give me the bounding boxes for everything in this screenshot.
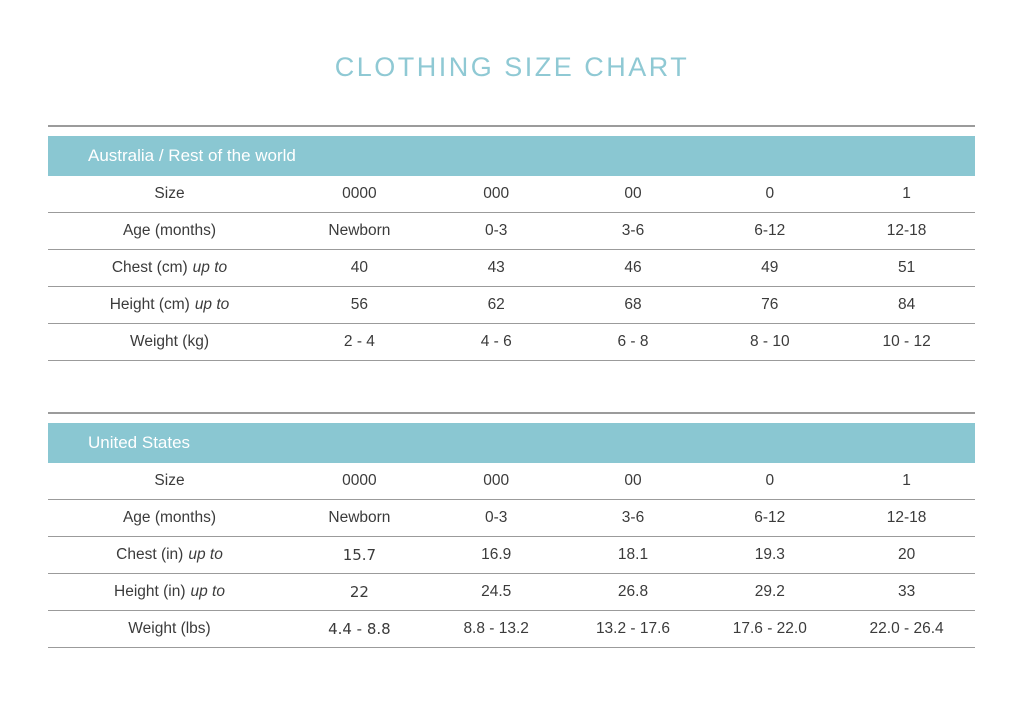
table-cell: 19.3 bbox=[701, 536, 839, 574]
row-label-text: Weight (kg) bbox=[130, 333, 209, 350]
table-cell: 13.2 - 17.6 bbox=[564, 610, 702, 648]
table-cell: 56 bbox=[291, 286, 428, 324]
table-cell: 12-18 bbox=[838, 212, 975, 250]
table-cell: 0 bbox=[701, 463, 839, 500]
table-cell: 3-6 bbox=[564, 212, 702, 250]
table-cell: 43 bbox=[427, 249, 565, 287]
table-row: Size 0000 000 00 0 1 bbox=[48, 176, 975, 213]
row-label: Height (cm) up to bbox=[48, 286, 291, 324]
table-cell: 6-12 bbox=[701, 212, 839, 250]
table-cell: 62 bbox=[427, 286, 565, 324]
row-label-text: Weight (lbs) bbox=[128, 620, 211, 637]
table-cell: 68 bbox=[564, 286, 702, 324]
row-label: Age (months) bbox=[48, 499, 291, 537]
table-cell: 3-6 bbox=[564, 499, 702, 537]
table-cell: 17.6 - 22.0 bbox=[701, 610, 839, 648]
table-cell: 10 - 12 bbox=[838, 323, 975, 361]
region-header-label: United States bbox=[88, 433, 191, 452]
table-cell: 76 bbox=[701, 286, 839, 324]
table-row: Chest (cm) up to 40 43 46 49 51 bbox=[48, 249, 975, 287]
table-cell: 00 bbox=[564, 176, 702, 213]
table-cell: Newborn bbox=[291, 212, 428, 250]
table-cell: 29.2 bbox=[701, 573, 839, 611]
table-row: Age (months) Newborn 0-3 3-6 6-12 12-18 bbox=[48, 212, 975, 250]
table-cell: 20 bbox=[838, 536, 975, 574]
region-header-label: Australia / Rest of the world bbox=[88, 146, 296, 165]
table-cell: 000 bbox=[427, 463, 565, 500]
size-table-united-states: United States Size 0000 000 00 0 1 Age (months… bbox=[48, 412, 975, 648]
size-table-australia: Australia / Rest of the world Size 0000 00… bbox=[48, 125, 975, 361]
region-header-band: Australia / Rest of the world bbox=[48, 136, 975, 176]
table-cell: 84 bbox=[838, 286, 975, 324]
region-header-band: United States bbox=[48, 423, 975, 463]
table-cell: 8 - 10 bbox=[701, 323, 839, 361]
table-row: Age (months) Newborn 0-3 3-6 6-12 12-18 bbox=[48, 499, 975, 537]
table-row: Size 0000 000 00 0 1 bbox=[48, 463, 975, 500]
table-cell: 6 - 8 bbox=[564, 323, 702, 361]
table-cell: 40 bbox=[291, 249, 428, 287]
size-table: Size 0000 000 00 0 1 Age (months) Newborn 0-3 3-6… bbox=[48, 176, 975, 361]
table-cell: 0 bbox=[701, 176, 839, 213]
table-cell: 4.4 - 8.8 bbox=[291, 610, 428, 648]
table-cell: 49 bbox=[701, 249, 839, 287]
row-label: Weight (lbs) bbox=[48, 610, 291, 648]
table-top-rule bbox=[48, 125, 975, 127]
table-cell: 16.9 bbox=[427, 536, 565, 574]
row-label: Height (in) up to bbox=[48, 573, 291, 611]
table-cell: 24.5 bbox=[427, 573, 565, 611]
row-label-suffix: up to bbox=[190, 583, 225, 600]
page-title: CLOTHING SIZE CHART bbox=[334, 52, 690, 82]
row-label-text: Chest (cm) bbox=[111, 259, 188, 276]
table-cell: 0-3 bbox=[427, 212, 565, 250]
table-cell: 4 - 6 bbox=[427, 323, 565, 361]
row-label: Size bbox=[48, 463, 291, 500]
table-cell: 33 bbox=[838, 573, 975, 611]
row-label-text: Age (months) bbox=[122, 222, 217, 239]
row-label-suffix: up to bbox=[188, 546, 223, 563]
table-row: Height (in) up to 22 24.5 26.8 29.2 33 bbox=[48, 573, 975, 611]
table-cell: 15.7 bbox=[291, 536, 428, 574]
table-cell: 26.8 bbox=[564, 573, 702, 611]
row-label-text: Size bbox=[154, 472, 185, 489]
table-row: Height (cm) up to 56 62 68 76 84 bbox=[48, 286, 975, 324]
table-cell: 2 - 4 bbox=[291, 323, 428, 361]
table-cell: Newborn bbox=[291, 499, 428, 537]
row-label: Chest (in) up to bbox=[48, 536, 291, 574]
row-label: Chest (cm) up to bbox=[48, 249, 291, 287]
table-cell: 46 bbox=[564, 249, 702, 287]
row-label-suffix: up to bbox=[192, 259, 228, 276]
row-label-suffix: up to bbox=[194, 296, 230, 313]
table-cell: 22 bbox=[291, 573, 428, 611]
table-cell: 18.1 bbox=[564, 536, 702, 574]
row-label: Age (months) bbox=[48, 212, 291, 250]
row-label-text: Age (months) bbox=[122, 509, 217, 526]
table-cell: 000 bbox=[427, 176, 565, 213]
row-label: Size bbox=[48, 176, 291, 213]
table-cell: 0-3 bbox=[427, 499, 565, 537]
row-label: Weight (kg) bbox=[48, 323, 291, 361]
table-cell: 0000 bbox=[291, 176, 428, 213]
table-cell: 00 bbox=[564, 463, 702, 500]
row-label-text: Chest (in) bbox=[116, 546, 184, 563]
table-cell: 22.0 - 26.4 bbox=[838, 610, 975, 648]
row-label-text: Height (in) bbox=[114, 583, 186, 600]
table-cell: 6-12 bbox=[701, 499, 839, 537]
table-cell: 1 bbox=[838, 463, 975, 500]
table-row: Weight (lbs) 4.4 - 8.8 8.8 - 13.2 13.2 - 17… bbox=[48, 610, 975, 648]
row-label-text: Height (cm) bbox=[109, 296, 190, 313]
size-table: Size 0000 000 00 0 1 Age (months) Newborn 0-3 3-6… bbox=[48, 463, 975, 648]
table-cell: 0000 bbox=[291, 463, 428, 500]
table-row: Chest (in) up to 15.7 16.9 18.1 19.3 20 bbox=[48, 536, 975, 574]
table-cell: 1 bbox=[838, 176, 975, 213]
table-cell: 12-18 bbox=[838, 499, 975, 537]
row-label-text: Size bbox=[154, 185, 185, 202]
table-top-rule bbox=[48, 412, 975, 414]
table-cell: 8.8 - 13.2 bbox=[427, 610, 565, 648]
table-cell: 51 bbox=[838, 249, 975, 287]
